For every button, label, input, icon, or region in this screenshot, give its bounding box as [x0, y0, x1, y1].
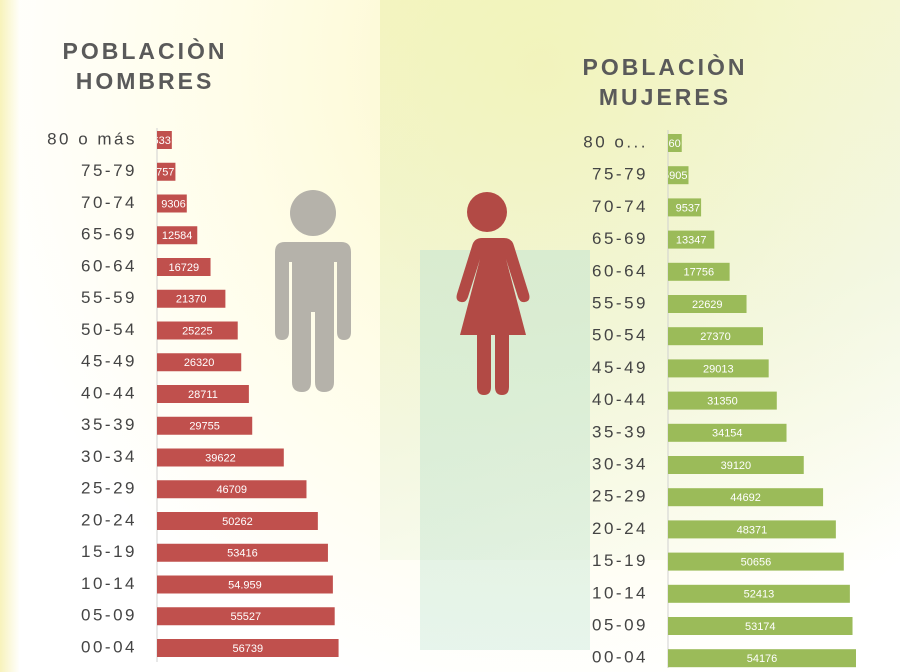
category-label: 25-29: [592, 487, 648, 506]
category-label: 55-59: [592, 293, 648, 312]
value-label: 53174: [745, 621, 776, 633]
category-label: 30-34: [592, 454, 648, 473]
value-label: 22629: [692, 299, 723, 311]
bar-label-clip: 44692: [730, 492, 761, 504]
value-label: 54176: [747, 653, 778, 665]
bar-label-clip: 48371: [737, 524, 768, 536]
category-label: 75-79: [592, 165, 648, 184]
bar-label-clip: 39120: [721, 460, 752, 472]
bar-label-clip: 5905: [663, 170, 687, 182]
value-label: 27370: [700, 331, 731, 343]
category-label: 35-39: [592, 422, 648, 441]
value-label: 29013: [703, 363, 734, 375]
value-label: 52413: [744, 589, 775, 601]
value-label: 17756: [684, 267, 715, 279]
category-label: 70-74: [592, 197, 648, 216]
value-label: 13347: [676, 235, 707, 247]
value-label: 44692: [730, 492, 761, 504]
category-label: 60-64: [592, 261, 648, 280]
value-label: 3960: [656, 138, 680, 150]
value-label: 50656: [741, 557, 772, 569]
category-label: 15-19: [592, 551, 648, 570]
bar-label-clip: 34154: [712, 428, 743, 440]
category-label: 05-09: [592, 615, 648, 634]
value-label: 39120: [721, 460, 752, 472]
bar-label-clip: 53174: [745, 621, 776, 633]
value-label: 9537: [676, 202, 700, 214]
value-label: 31350: [707, 396, 738, 408]
bar-label-clip: 54176: [747, 653, 778, 665]
chart-women: 80 o... 3960 75-79 5905 70-74 9537 65-69 13347 6…: [0, 0, 900, 672]
bar-label-clip: 50656: [741, 557, 772, 569]
category-label: 65-69: [592, 229, 648, 248]
category-label: 80 o...: [583, 132, 648, 151]
category-label: 40-44: [592, 390, 648, 409]
bar-label-clip: 17756: [684, 267, 715, 279]
bar-label-clip: 27370: [700, 331, 731, 343]
category-label: 50-54: [592, 326, 648, 345]
infographic: POBLACIÒN HOMBRES POBLACIÒN MUJERES 80 o…: [0, 0, 900, 672]
value-label: 48371: [737, 524, 768, 536]
value-label: 34154: [712, 428, 743, 440]
bar-label-clip: 31350: [707, 396, 738, 408]
category-label: 10-14: [592, 583, 648, 602]
bar-label-clip: 29013: [703, 363, 734, 375]
category-label: 45-49: [592, 358, 648, 377]
bar-label-clip: 13347: [676, 235, 707, 247]
category-label: 20-24: [592, 519, 648, 538]
bar-label-clip: 9537: [676, 202, 700, 214]
bar-label-clip: 22629: [692, 299, 723, 311]
category-label: 00-04: [592, 648, 648, 667]
bar-label-clip: 3960: [656, 138, 680, 150]
bar-label-clip: 52413: [744, 589, 775, 601]
value-label: 5905: [663, 170, 687, 182]
